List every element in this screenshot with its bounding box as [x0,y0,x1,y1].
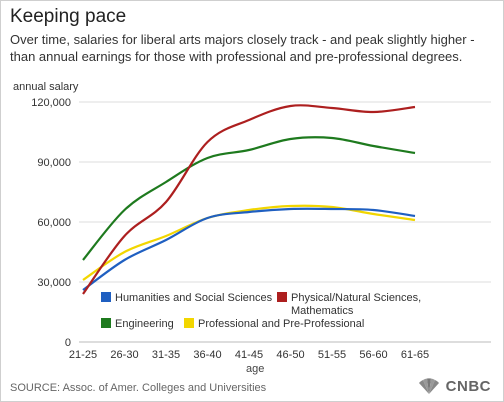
chart-subtitle: Over time, salaries for liberal arts maj… [10,32,475,64]
x-tick-label: 31-35 [152,349,180,361]
legend-swatch [101,292,111,302]
x-tick-label: 61-65 [401,349,429,361]
x-tick-label: 26-30 [110,349,138,361]
x-axis-label: age [246,363,265,375]
series-lines [82,104,416,295]
x-tick-label: 36-40 [193,349,221,361]
cnbc-logo: CNBC [416,375,491,397]
legend-label: Physical/Natural Sciences, Mathematics [291,292,421,317]
cnbc-wordmark: CNBC [445,377,491,395]
legend: Humanities and Social Sciences Physical/N… [101,292,421,330]
series-line [82,207,416,291]
legend-swatch [184,318,194,328]
peacock-icon [418,378,439,394]
x-axis-ticks: 21-25 26-30 31-35 36-40 41-45 46-50 51-55 56-60… [69,349,429,361]
series-line [82,204,416,281]
legend-label: Humanities and Social Sciences [115,292,273,304]
x-tick-label: 51-55 [318,349,346,361]
y-tick-label: 90,000 [37,157,71,169]
x-tick-label: 41-45 [235,349,263,361]
x-tick-label: 46-50 [276,349,304,361]
x-tick-label: 21-25 [69,349,97,361]
series-line [82,104,416,295]
y-axis-ticks: 0 30,000 60,000 90,000 120,000 [31,97,71,349]
x-tick-label: 56-60 [359,349,387,361]
legend-swatch [277,292,287,302]
y-tick-label: 0 [65,337,71,349]
chart-title: Keeping pace [10,6,127,27]
y-tick-label: 120,000 [31,97,71,109]
series-line [82,136,416,261]
legend-swatch [101,318,111,328]
y-tick-label: 30,000 [37,277,71,289]
source-note: SOURCE: Assoc. of Amer. Colleges and Uni… [10,382,267,394]
y-tick-label: 60,000 [37,217,71,229]
grid [79,101,491,343]
legend-label: Engineering [115,318,174,330]
y-axis-label: annual salary [13,81,79,93]
legend-label: Professional and Pre-Professional [198,318,364,330]
